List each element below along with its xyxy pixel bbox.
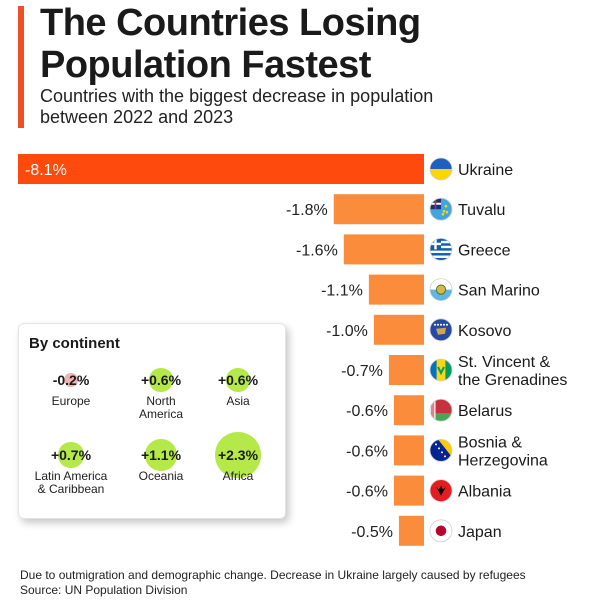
continent-name: Africa <box>222 469 254 483</box>
flag-ring <box>429 157 453 181</box>
continent-bubble <box>64 373 78 387</box>
continent-bubble <box>145 439 177 471</box>
continent-value: +1.1% <box>140 447 182 463</box>
flag-ring <box>429 398 453 422</box>
flag-ring <box>429 479 453 503</box>
continent-value: +0.6% <box>140 372 182 388</box>
continent-name: Oceania <box>138 469 184 483</box>
belarus-flag-icon <box>430 399 452 422</box>
bar-kosovo <box>373 314 424 345</box>
title-line-1: The Countries Losing <box>40 2 421 44</box>
st-vincent-flag-icon <box>430 359 452 381</box>
continent-name: Latin America & Caribbean <box>34 469 108 496</box>
greece-flag-icon <box>430 238 452 261</box>
continent-legend: By continent -0.2% Europe +0.6% North Americ… <box>18 323 286 519</box>
value-label: -1.8% <box>286 202 328 219</box>
value-label: -1.1% <box>321 283 363 300</box>
continent-value: -0.2% <box>52 372 90 388</box>
footer: Due to outmigration and demographic chan… <box>20 568 526 598</box>
country-label: Belarus <box>458 403 512 420</box>
flag-ring <box>429 438 453 462</box>
continent-name: North America <box>138 394 183 421</box>
subtitle-line-2: between 2022 and 2023 <box>40 107 234 127</box>
country-label: Bosnia & Herzegovina <box>458 434 548 469</box>
bar-ukraine <box>18 154 424 184</box>
footer-source: Source: UN Population Division <box>20 583 188 597</box>
bar-belarus <box>393 395 424 426</box>
bar-albania <box>393 475 424 506</box>
country-label: Japan <box>458 524 502 541</box>
continent-value: +2.3% <box>217 447 259 463</box>
continent-value: +0.7% <box>50 447 92 463</box>
country-label: Kosovo <box>458 323 511 340</box>
continent-bubble <box>226 368 250 392</box>
bar-san-marino <box>368 274 424 305</box>
value-label: -0.6% <box>346 484 388 501</box>
country-label: Ukraine <box>458 162 513 179</box>
footer-note: Due to outmigration and demographic chan… <box>20 568 526 582</box>
bosnia-flag-icon <box>430 439 452 462</box>
value-label: -0.6% <box>346 403 388 420</box>
value-label: -1.0% <box>326 323 368 340</box>
flag-ring <box>429 278 453 302</box>
country-label: St. Vincent & the Grenadines <box>458 354 567 389</box>
value-label: -8.1% <box>25 162 67 179</box>
flag-ring <box>429 197 453 221</box>
bar-tuvalu <box>333 194 424 225</box>
subtitle-line-1: Countries with the biggest decrease in p… <box>40 86 434 106</box>
value-label: -0.7% <box>341 363 383 380</box>
continent-bubble <box>58 442 84 468</box>
bar-st-vincent <box>388 355 424 385</box>
value-label: -0.5% <box>351 524 393 541</box>
san-marino-flag-icon <box>430 278 452 301</box>
value-label: -1.6% <box>296 242 338 259</box>
continent-name: Asia <box>226 394 250 408</box>
albania-flag-icon <box>430 479 452 502</box>
kosovo-flag-icon <box>430 318 452 341</box>
flag-ring <box>429 358 453 382</box>
title-accent-bar <box>18 6 24 128</box>
continent-value: +0.6% <box>217 372 259 388</box>
continent-legend-title: By continent <box>29 335 120 352</box>
flag-ring <box>429 237 453 261</box>
continent-bubble <box>215 432 261 478</box>
country-label: Tuvalu <box>458 202 505 219</box>
bar-greece <box>343 234 424 265</box>
flag-ring <box>429 519 453 543</box>
flag-ring <box>429 318 453 342</box>
bar-bosnia <box>393 435 424 466</box>
page-subtitle: Countries with the biggest decrease in p… <box>40 86 433 128</box>
continent-bubble <box>149 368 173 392</box>
page-title: The Countries Losing Population Fastest <box>40 2 421 86</box>
continent-name: Europe <box>51 394 91 408</box>
country-label: Albania <box>458 484 511 501</box>
value-label: -0.6% <box>346 443 388 460</box>
country-label: San Marino <box>458 283 540 300</box>
japan-flag-icon <box>430 519 452 542</box>
country-label: Greece <box>458 242 511 259</box>
title-line-2: Population Fastest <box>40 44 371 86</box>
bar-japan <box>398 515 424 546</box>
ukraine-flag-icon <box>430 158 452 180</box>
